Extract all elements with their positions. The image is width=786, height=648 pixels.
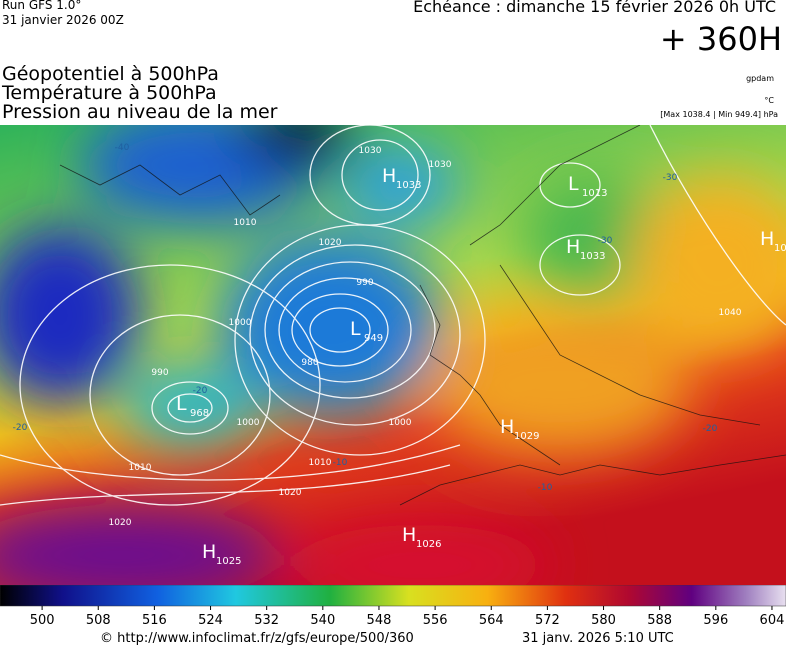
- isobar-label: 1010: [309, 458, 332, 468]
- temperature-label: -30: [598, 236, 613, 246]
- isobar-label: 1030: [359, 146, 382, 156]
- colorbar-label: 508: [86, 613, 111, 628]
- center-value: 949: [364, 333, 383, 344]
- temperature-label: -10: [333, 458, 348, 468]
- center-value: 1033: [580, 251, 605, 262]
- colorbar-label: 604: [760, 613, 785, 628]
- isobar-label: 1030: [429, 160, 452, 170]
- center-letter: H: [202, 541, 216, 563]
- source: © http://www.infoclimat.fr/z/gfs/europe/…: [100, 631, 414, 646]
- center-value: 968: [190, 408, 209, 419]
- run: Run GFS 1.0°: [2, 0, 82, 12]
- colorbar-label: 572: [535, 613, 560, 628]
- temperature-label: -10: [538, 483, 553, 493]
- isobar-label: 1010: [234, 218, 257, 228]
- colorbar-label: 580: [591, 613, 616, 628]
- isobar-label: 1040: [719, 308, 742, 318]
- colorbar-label: 556: [423, 613, 448, 628]
- temperature-label: -20: [703, 424, 718, 434]
- temperature-label: -20: [13, 423, 28, 433]
- center-letter: H: [760, 228, 774, 250]
- isobar-label: 1000: [237, 418, 260, 428]
- isobar-label: 1000: [389, 418, 412, 428]
- isobar-label: 1000: [229, 318, 252, 328]
- colorbar-label: 540: [310, 613, 335, 628]
- center-value: 10: [774, 243, 786, 254]
- center-value: 1033: [396, 180, 421, 191]
- colorbar-label: 516: [142, 613, 167, 628]
- colorbar: 500 508 516 524 532 540 548 556 564 572 580 588 596 6…: [0, 585, 786, 628]
- colorbar-label: 524: [198, 613, 223, 628]
- isobar-label: 1010: [129, 463, 152, 473]
- center-letter: H: [382, 165, 396, 187]
- center-value: 1025: [216, 556, 241, 567]
- layer: Géopotentiel à 500hPa: [2, 63, 219, 85]
- colorbar-label: 548: [367, 613, 392, 628]
- forecast: Echéance : dimanche 15 février 2026 0h U…: [413, 0, 776, 16]
- unit: gpdam: [746, 74, 774, 83]
- layer: Pression au niveau de la mer: [2, 101, 278, 123]
- center-letter: L: [176, 393, 187, 415]
- layer: Température à 500hPa: [2, 82, 217, 104]
- colorbar-label: 596: [703, 613, 728, 628]
- isobar-label: 1020: [279, 488, 302, 498]
- isobar-label: 1020: [319, 238, 342, 248]
- isobar-label: 990: [356, 278, 373, 288]
- center-letter: L: [568, 173, 579, 195]
- colorbar-label: 588: [647, 613, 672, 628]
- center-letter: H: [566, 236, 580, 258]
- isobar-label: 980: [301, 358, 318, 368]
- center-letter: L: [350, 318, 361, 340]
- run-date: 31 janvier 2026 00Z: [2, 13, 124, 27]
- timestamp: 31 janv. 2026 5:10 UTC: [522, 631, 674, 646]
- colorbar-label: 564: [479, 613, 504, 628]
- center-value: 1029: [514, 431, 539, 442]
- temperature-label: -20: [193, 386, 208, 396]
- isobar-label: 990: [151, 368, 168, 378]
- isobar-label: 1020: [109, 518, 132, 528]
- center-letter: H: [500, 416, 514, 438]
- center-letter: H: [402, 524, 416, 546]
- unit: °C: [764, 96, 774, 105]
- temperature-label: -30: [663, 173, 678, 183]
- colorbar-label: 500: [30, 613, 55, 628]
- temperature-label: -40: [115, 143, 130, 153]
- colorbar-label: 532: [254, 613, 279, 628]
- pressure-range: [Max 1038.4 | Min 949.4] hPa: [660, 110, 778, 119]
- lead: + 360H: [659, 20, 782, 58]
- center-value: 1026: [416, 539, 441, 550]
- center-value: 1013: [582, 188, 607, 199]
- colorbar-ramp: [0, 585, 786, 607]
